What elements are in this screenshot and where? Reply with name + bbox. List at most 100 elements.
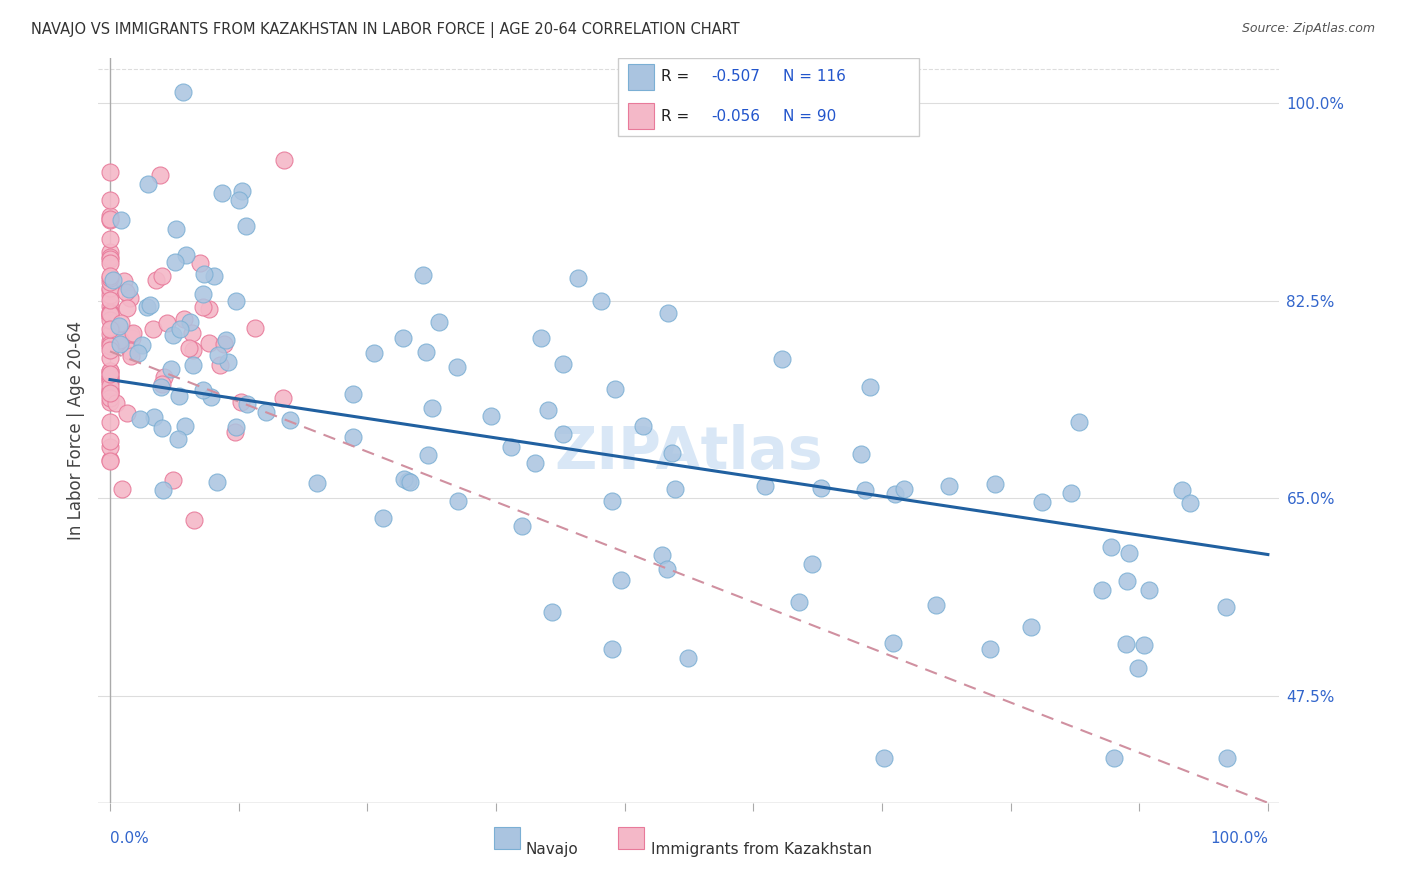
Point: [98, 213, 121, 227]
Point: [243, 321, 266, 335]
Point: [98, 293, 121, 308]
Point: [664, 482, 686, 496]
Point: [600, 641, 623, 656]
Point: [149, 168, 172, 182]
Point: [98, 384, 121, 398]
Point: [120, 291, 142, 305]
Point: [883, 487, 905, 501]
Point: [98, 309, 121, 323]
Point: [98, 212, 121, 227]
Point: [676, 650, 699, 665]
Point: [530, 330, 553, 344]
Point: [183, 359, 205, 373]
Point: [938, 478, 960, 492]
Point: [787, 594, 810, 608]
Point: [120, 327, 142, 342]
Point: [105, 335, 128, 350]
Point: [98, 281, 121, 295]
Point: [104, 396, 127, 410]
Point: [179, 315, 201, 329]
Point: [98, 269, 121, 284]
Point: [98, 307, 121, 321]
Point: [235, 219, 257, 234]
Point: [207, 348, 229, 362]
Point: [98, 271, 121, 285]
FancyBboxPatch shape: [627, 103, 654, 128]
Point: [100, 321, 122, 335]
Point: [770, 352, 793, 367]
Point: [231, 185, 253, 199]
Point: [925, 599, 948, 613]
Point: [567, 271, 589, 285]
Point: [136, 300, 159, 314]
Point: [541, 605, 564, 619]
Point: [103, 273, 125, 287]
Point: [800, 557, 823, 571]
Point: [98, 275, 121, 289]
Point: [98, 379, 121, 393]
Point: [893, 483, 915, 497]
Point: [193, 287, 215, 301]
Point: [600, 494, 623, 508]
Point: [754, 479, 776, 493]
Point: [1067, 415, 1090, 429]
FancyBboxPatch shape: [494, 827, 520, 849]
Point: [416, 448, 439, 462]
Point: [98, 306, 121, 320]
Point: [254, 405, 277, 419]
Point: [98, 391, 121, 405]
Text: R =: R =: [661, 109, 693, 124]
Point: [98, 327, 121, 342]
Point: [98, 364, 121, 378]
Point: [98, 395, 121, 409]
Point: [112, 274, 135, 288]
Point: [98, 194, 121, 208]
Point: [197, 335, 219, 350]
Point: [152, 483, 174, 497]
Point: [1178, 496, 1201, 510]
Point: [523, 456, 546, 470]
Point: [98, 312, 121, 326]
Point: [138, 177, 160, 191]
Point: [162, 327, 184, 342]
Point: [98, 322, 121, 336]
Point: [180, 326, 202, 340]
Point: [98, 252, 121, 266]
Point: [98, 453, 121, 467]
Point: [415, 345, 437, 359]
Point: [1215, 600, 1237, 615]
Point: [98, 288, 121, 302]
Point: [810, 481, 832, 495]
Text: N = 90: N = 90: [783, 109, 837, 124]
Text: -0.507: -0.507: [711, 70, 761, 85]
Point: [142, 409, 165, 424]
Point: [98, 209, 121, 223]
Point: [205, 475, 228, 490]
Point: [150, 421, 173, 435]
Point: [224, 425, 246, 439]
Point: [111, 482, 134, 496]
Point: [121, 331, 143, 345]
Point: [120, 349, 142, 363]
Point: [1090, 583, 1112, 598]
Point: [1216, 750, 1239, 764]
Point: [342, 430, 364, 444]
Point: [342, 386, 364, 401]
Point: [127, 345, 149, 359]
Point: [98, 299, 121, 313]
Point: [273, 391, 295, 405]
Point: [200, 390, 222, 404]
Point: [1115, 637, 1137, 651]
Point: [98, 375, 121, 389]
Point: [98, 351, 121, 365]
Point: [853, 483, 876, 497]
Point: [363, 346, 385, 360]
Point: [231, 395, 253, 409]
Text: Navajo: Navajo: [526, 841, 579, 856]
Point: [181, 343, 204, 357]
Point: [217, 355, 239, 369]
Point: [191, 300, 214, 314]
Point: [183, 512, 205, 526]
Point: [1132, 638, 1154, 652]
Point: [98, 256, 121, 270]
